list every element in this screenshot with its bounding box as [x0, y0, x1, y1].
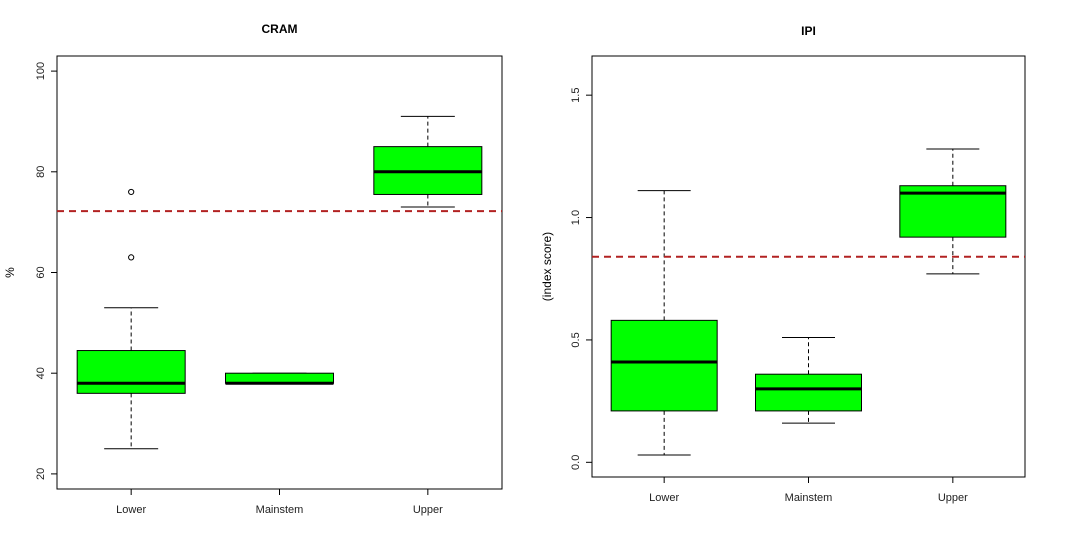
- outlier-point: [128, 188, 135, 196]
- y-tick-label: 1.5: [570, 88, 582, 103]
- y-tick-label: 0.5: [570, 332, 582, 347]
- x-tick-label: Lower: [116, 504, 146, 516]
- iqr-box: [225, 372, 334, 384]
- x-tick-label: Lower: [649, 492, 679, 504]
- plot-frame: [56, 55, 503, 490]
- y-tick-label: 80: [35, 166, 47, 178]
- box-lower: [610, 190, 718, 456]
- x-tick-label: Mainstem: [256, 504, 304, 516]
- y-tick-label: 60: [35, 266, 47, 278]
- box-upper: [373, 115, 483, 208]
- box-mainstem: [225, 372, 334, 385]
- y-tick-label: 40: [35, 367, 47, 379]
- box-upper: [899, 148, 1007, 275]
- box-lower: [76, 188, 186, 450]
- chart-title: CRAM: [262, 22, 298, 36]
- y-tick-label: 0.0: [570, 455, 582, 470]
- iqr-box: [610, 319, 718, 412]
- x-tick-label: Mainstem: [785, 492, 833, 504]
- outlier-point: [128, 254, 135, 261]
- y-tick-label: 1.0: [570, 210, 582, 225]
- y-axis-label: %: [3, 267, 17, 278]
- x-tick-label: Upper: [413, 504, 443, 516]
- box-mainstem: [755, 336, 862, 424]
- y-axis-label: (index score): [540, 232, 554, 301]
- y-tick-label: 20: [35, 468, 47, 480]
- chart-panel-0: CRAM% 20 40 60 80 100 Lower Mainstem Upper: [3, 22, 503, 516]
- iqr-box: [76, 350, 186, 394]
- chart-title: IPI: [801, 24, 816, 38]
- y-tick-label: 100: [35, 62, 47, 80]
- iqr-box: [755, 373, 862, 412]
- x-tick-label: Upper: [938, 492, 968, 504]
- chart-panel-1: IPI (index score) 0.0 0.5 1.0 1.5 Lower Mainste…: [540, 24, 1026, 504]
